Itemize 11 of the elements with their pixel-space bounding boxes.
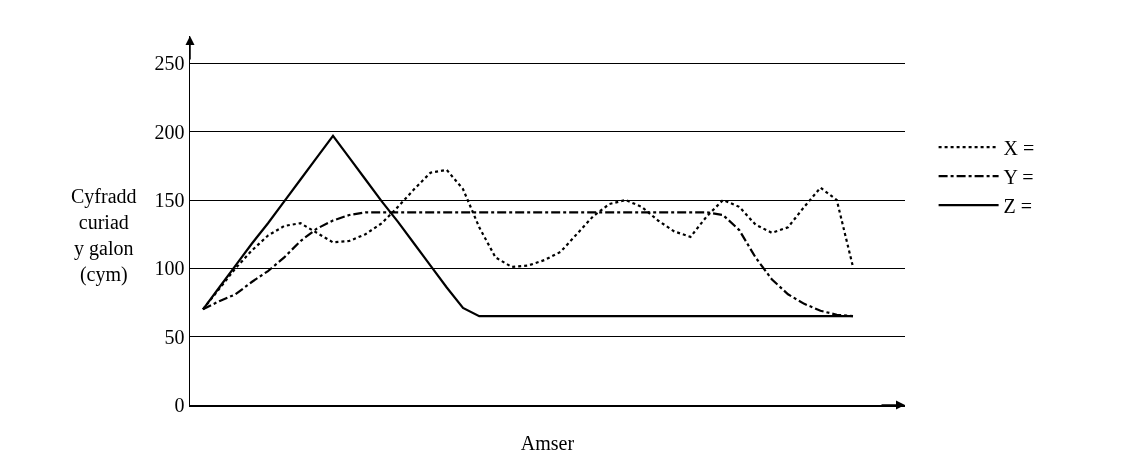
y-axis-title: Cyfradd curiad y galon (cym)	[71, 185, 137, 286]
y-tick-label: 200	[154, 120, 185, 143]
y-tick-label: 250	[154, 52, 185, 75]
y-tick-label: 0	[174, 394, 185, 416]
y-tick-label: 50	[164, 325, 185, 348]
y-tick-label: 150	[154, 189, 185, 211]
legend-label: Z =	[1003, 195, 1033, 218]
legend-label: X =	[1003, 137, 1035, 160]
legend-label: Y =	[1003, 166, 1034, 189]
y-tick-label: 100	[154, 257, 185, 280]
x-axis-title: Amser	[520, 431, 575, 454]
